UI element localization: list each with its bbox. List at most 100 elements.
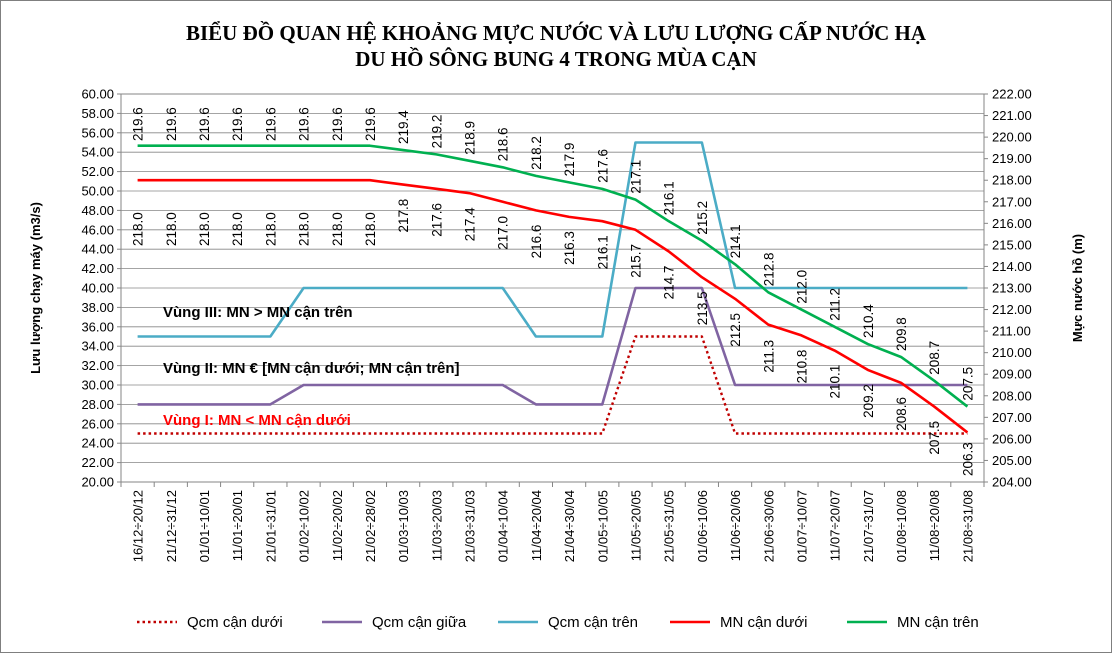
data-label: 207.5 — [960, 367, 975, 401]
legend-label-4: MN cận trên — [897, 614, 979, 631]
x-tick-label: 16/12÷20/12 — [131, 490, 146, 562]
data-label: 216.1 — [662, 181, 677, 215]
chart-title-line-1: BIỂU ĐỒ QUAN HỆ KHOẢNG MỰC NƯỚC VÀ LƯU L… — [186, 21, 927, 45]
data-label: 217.8 — [396, 199, 411, 233]
left-tick-label: 44.00 — [81, 242, 114, 257]
data-label: 218.0 — [197, 212, 212, 246]
zone-annotation-2: Vùng II: MN € [MN cận dưới; MN cận trên] — [163, 360, 460, 377]
x-tick-label: 01/01÷10/01 — [197, 490, 212, 562]
left-tick-label: 30.00 — [81, 378, 114, 393]
left-tick-label: 58.00 — [81, 106, 114, 121]
data-label: 219.6 — [330, 107, 345, 141]
data-label: 209.2 — [861, 384, 876, 418]
data-label: 219.6 — [197, 107, 212, 141]
data-label: 218.0 — [330, 212, 345, 246]
x-tick-label: 21/03÷31/03 — [463, 490, 478, 562]
left-tick-label: 34.00 — [81, 339, 114, 354]
x-tick-label: 11/08÷20/08 — [927, 490, 942, 561]
data-label: 210.8 — [794, 350, 809, 384]
gridlines — [121, 113, 984, 464]
left-tick-label: 28.00 — [81, 397, 114, 412]
data-label: 212.8 — [761, 253, 776, 287]
data-label: 219.6 — [131, 107, 146, 141]
data-label: 219.6 — [297, 107, 312, 141]
x-tick-label: 21/12÷31/12 — [164, 490, 179, 562]
data-label: 218.0 — [230, 212, 245, 246]
x-tick-label: 21/05÷31/05 — [662, 490, 677, 562]
right-tick-label: 210.00 — [992, 345, 1032, 360]
left-tick-label: 22.00 — [81, 455, 114, 470]
left-tick-label: 32.00 — [81, 358, 114, 373]
right-axis-ticks: 222.00 221.00 220.00 219.00 218.00 217.00 216.… — [984, 87, 1032, 490]
data-label: 210.4 — [861, 304, 876, 338]
data-label: 212.5 — [728, 313, 743, 347]
left-tick-label: 40.00 — [81, 281, 114, 296]
data-label: 218.0 — [263, 212, 278, 246]
x-tick-label: 01/06÷10/06 — [695, 490, 710, 562]
data-label: 218.2 — [529, 136, 544, 170]
left-tick-label: 42.00 — [81, 261, 114, 276]
legend: Qcm cận dưới Qcm cận giữa Qcm cận trên MN c… — [137, 614, 979, 631]
data-label: 207.5 — [927, 421, 942, 455]
data-labels: 219.6 218.0 219.6 218.0 219.6 218.0 219.6 218.0… — [131, 107, 976, 476]
legend-label-2: Qcm cận trên — [548, 614, 638, 631]
left-tick-label: 20.00 — [81, 475, 114, 490]
left-tick-label: 54.00 — [81, 145, 114, 160]
data-label: 211.3 — [761, 340, 776, 373]
data-label: 216.1 — [595, 235, 610, 269]
x-tick-label: 21/08÷31/08 — [960, 490, 975, 562]
data-label: 213.5 — [695, 291, 710, 325]
data-label: 218.0 — [131, 212, 146, 246]
right-tick-label: 221.00 — [992, 108, 1032, 123]
left-tick-label: 24.00 — [81, 436, 114, 451]
x-tick-label: 21/02÷28/02 — [363, 490, 378, 562]
x-tick-label: 21/01÷31/01 — [263, 490, 278, 562]
left-tick-label: 48.00 — [81, 203, 114, 218]
data-label: 218.0 — [363, 212, 378, 246]
data-label: 219.6 — [263, 107, 278, 141]
data-label: 217.9 — [562, 143, 577, 177]
data-label: 216.6 — [529, 225, 544, 259]
x-tick-label: 21/07÷31/07 — [861, 490, 876, 562]
data-label: 214.1 — [728, 225, 743, 259]
x-tick-label: 01/07÷10/07 — [794, 490, 809, 562]
x-tick-label: 11/04÷20/04 — [529, 490, 544, 561]
left-tick-label: 56.00 — [81, 125, 114, 140]
legend-label-0: Qcm cận dưới — [187, 614, 283, 631]
x-tick-label: 11/07÷20/07 — [828, 490, 843, 561]
x-tick-label: 01/08÷10/08 — [894, 490, 909, 562]
right-tick-label: 215.00 — [992, 237, 1032, 252]
data-label: 215.7 — [629, 244, 644, 278]
right-axis-title: Mực nước hồ (m) — [1070, 234, 1085, 342]
x-tick-label: 11/05÷20/05 — [628, 490, 643, 561]
data-label: 217.6 — [429, 203, 444, 237]
right-tick-label: 214.00 — [992, 259, 1032, 274]
data-label: 211.2 — [828, 288, 843, 321]
left-tick-label: 36.00 — [81, 319, 114, 334]
zone-annotation-3: Vùng III: MN > MN cận trên — [163, 304, 353, 321]
series-line-3 — [137, 178, 969, 434]
right-tick-label: 219.00 — [992, 151, 1032, 166]
x-tick-label: 11/02÷20/02 — [330, 490, 345, 561]
series-line-2 — [137, 141, 968, 338]
right-tick-label: 212.00 — [992, 302, 1032, 317]
left-tick-label: 60.00 — [81, 87, 114, 102]
data-label: 217.0 — [496, 216, 511, 250]
x-axis-ticks: 16/12÷20/12 21/12÷31/12 01/01÷10/01 11/01÷2… — [120, 482, 985, 562]
right-tick-label: 222.00 — [992, 87, 1032, 102]
data-label: 218.0 — [164, 212, 179, 246]
data-label: 218.6 — [496, 128, 511, 162]
series-line-1 — [137, 286, 968, 406]
right-tick-label: 206.00 — [992, 431, 1032, 446]
data-label: 218.9 — [463, 121, 478, 155]
data-label: 215.2 — [695, 201, 710, 235]
x-tick-label: 01/02÷10/02 — [297, 490, 312, 562]
zone-annotation-1: Vùng I: MN < MN cận dưới — [163, 412, 351, 429]
right-tick-label: 204.00 — [992, 475, 1032, 490]
right-tick-label: 218.00 — [992, 173, 1032, 188]
data-label: 208.7 — [927, 341, 942, 375]
left-axis-ticks: 60.00 58.00 56.00 54.00 52.00 50.00 48.00 46.00… — [81, 87, 121, 490]
left-tick-label: 46.00 — [81, 222, 114, 237]
